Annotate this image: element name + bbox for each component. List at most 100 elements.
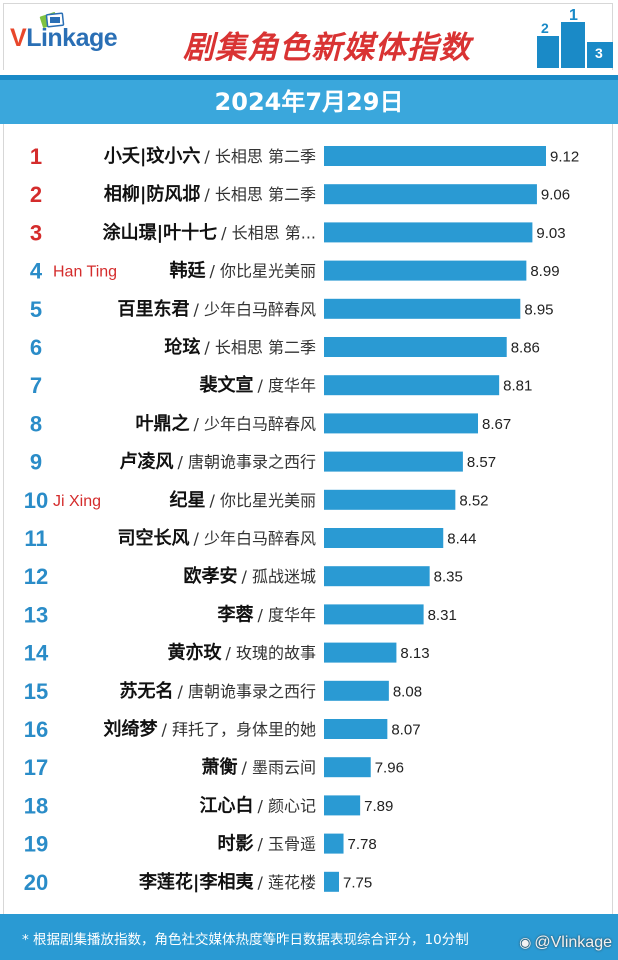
svg-text:2: 2 [541, 20, 549, 36]
character-name: 时影 [218, 834, 254, 855]
rank-number: 14 [24, 641, 49, 666]
value-label: 8.31 [428, 607, 457, 624]
bar [324, 337, 507, 357]
english-annotation: Han Ting [53, 264, 117, 281]
value-label: 8.81 [503, 378, 532, 395]
character-name: 刘绮梦 [104, 718, 159, 740]
value-label: 8.07 [391, 722, 420, 739]
value-label: 8.99 [530, 263, 559, 280]
rank-number: 17 [24, 755, 48, 780]
row-label: 相柳|防风邶 / 长相思 第二季 [104, 183, 316, 205]
value-label: 8.13 [400, 645, 429, 662]
row-label: 李莲花|李相夷 / 莲花楼 [138, 871, 316, 893]
row-label: 百里东君 / 少年白马醉春风 [118, 298, 316, 320]
weibo-watermark: ◉ @Vlinkage [519, 934, 612, 952]
value-label: 9.06 [541, 187, 570, 204]
rank-number: 12 [24, 564, 48, 589]
row-label: 时影 / 玉骨遥 [218, 834, 316, 855]
row-label: 纪星 / 你比星光美丽 [170, 489, 316, 511]
drama-title: / 玉骨遥 [258, 835, 316, 854]
bar [324, 795, 361, 816]
rank-number: 19 [24, 832, 48, 857]
drama-title: / 孤战迷城 [242, 567, 316, 586]
drama-title: / 墨雨云间 [242, 758, 316, 777]
rank-number: 4 [30, 259, 43, 284]
date-banner: 2024年7月29日 [0, 70, 618, 124]
bar [324, 375, 500, 396]
row-label: 江心白 / 颜心记 [200, 794, 316, 816]
bar [324, 757, 371, 778]
header: VLinkage 剧集角色新媒体指数 2 1 3 [0, 0, 618, 70]
podium-icon: 2 1 3 [537, 7, 613, 68]
bar [324, 642, 397, 663]
value-label: 7.96 [375, 760, 404, 777]
value-label: 8.95 [524, 301, 553, 318]
character-name: 李蓉 [217, 604, 254, 625]
bar [324, 604, 424, 625]
rank-number: 9 [30, 450, 42, 475]
svg-text:3: 3 [595, 45, 603, 61]
drama-title: / 长相思 第二季 [204, 185, 316, 204]
value-label: 9.12 [550, 149, 579, 166]
value-label: 8.44 [447, 531, 476, 548]
row-label: 萧衡 / 墨雨云间 [202, 756, 316, 778]
bar [324, 146, 546, 166]
character-name: 江心白 [200, 794, 254, 816]
character-name: 纪星 [170, 489, 206, 511]
rank-number: 15 [24, 679, 48, 704]
rank-number: 11 [24, 526, 47, 551]
drama-title: / 莲花楼 [258, 873, 316, 892]
character-name: 小夭|玟小六 [104, 145, 201, 167]
logo-cards-icon [39, 12, 65, 28]
drama-title: / 拜托了，身体里的她 [162, 720, 316, 739]
character-name: 司空长风 [118, 527, 190, 549]
drama-title: / 度华年 [258, 605, 316, 624]
rank-number: 5 [30, 297, 42, 322]
rank-number: 20 [24, 870, 48, 895]
bar [324, 298, 521, 319]
bar [324, 528, 444, 548]
value-label: 8.57 [467, 454, 496, 471]
logo-text: VLinkage [10, 24, 118, 52]
value-label: 8.08 [393, 683, 422, 700]
row-label: 小夭|玟小六 / 长相思 第二季 [104, 145, 316, 167]
value-label: 8.52 [459, 492, 488, 509]
value-label: 8.67 [482, 416, 511, 433]
row-label: 李蓉 / 度华年 [217, 604, 316, 625]
watermark-text: @Vlinkage [534, 934, 612, 951]
row-label: 叶鼎之 / 少年白马醉春风 [136, 412, 316, 434]
character-name: 欧孝安 [184, 565, 238, 587]
row-label: 裴文宣 / 度华年 [199, 374, 316, 396]
bar [324, 184, 537, 205]
character-name: 李莲花|李相夷 [138, 871, 255, 893]
page-title: 剧集角色新媒体指数 [183, 30, 471, 66]
value-label: 9.03 [536, 225, 565, 242]
character-name: 涂山璟|叶十七 [103, 221, 218, 243]
drama-title: / 度华年 [258, 376, 316, 395]
bar [324, 260, 527, 281]
row-label: 苏无名 / 唐朝诡事录之西行 [120, 680, 316, 702]
character-name: 相柳|防风邶 [104, 183, 201, 205]
character-name: 百里东君 [118, 298, 190, 320]
value-label: 8.35 [434, 569, 463, 586]
value-label: 7.78 [348, 836, 377, 853]
rank-number: 10 [24, 488, 48, 513]
character-name: 玱玹 [164, 336, 200, 358]
value-label: 8.86 [511, 340, 540, 357]
bar [324, 719, 388, 739]
drama-title: / 颜心记 [258, 796, 316, 815]
rank-number: 18 [24, 793, 48, 818]
rank-number: 1 [30, 144, 42, 169]
bar [324, 413, 479, 434]
drama-title: / 你比星光美丽 [210, 262, 316, 281]
rank-number: 7 [30, 373, 42, 398]
footnote-text: * 根据剧集播放指数，角色社交媒体热度等昨日数据表现综合评分，10分制 [22, 932, 469, 948]
row-label: 涂山璟|叶十七 / 长相思 第... [103, 221, 316, 243]
drama-title: / 少年白马醉春风 [194, 414, 316, 433]
row-label: 刘绮梦 / 拜托了，身体里的她 [104, 718, 316, 740]
drama-title: / 少年白马醉春风 [194, 529, 316, 548]
bar [324, 871, 339, 892]
english-annotation: Ji Xing [53, 493, 101, 510]
drama-title: / 你比星光美丽 [210, 491, 316, 510]
